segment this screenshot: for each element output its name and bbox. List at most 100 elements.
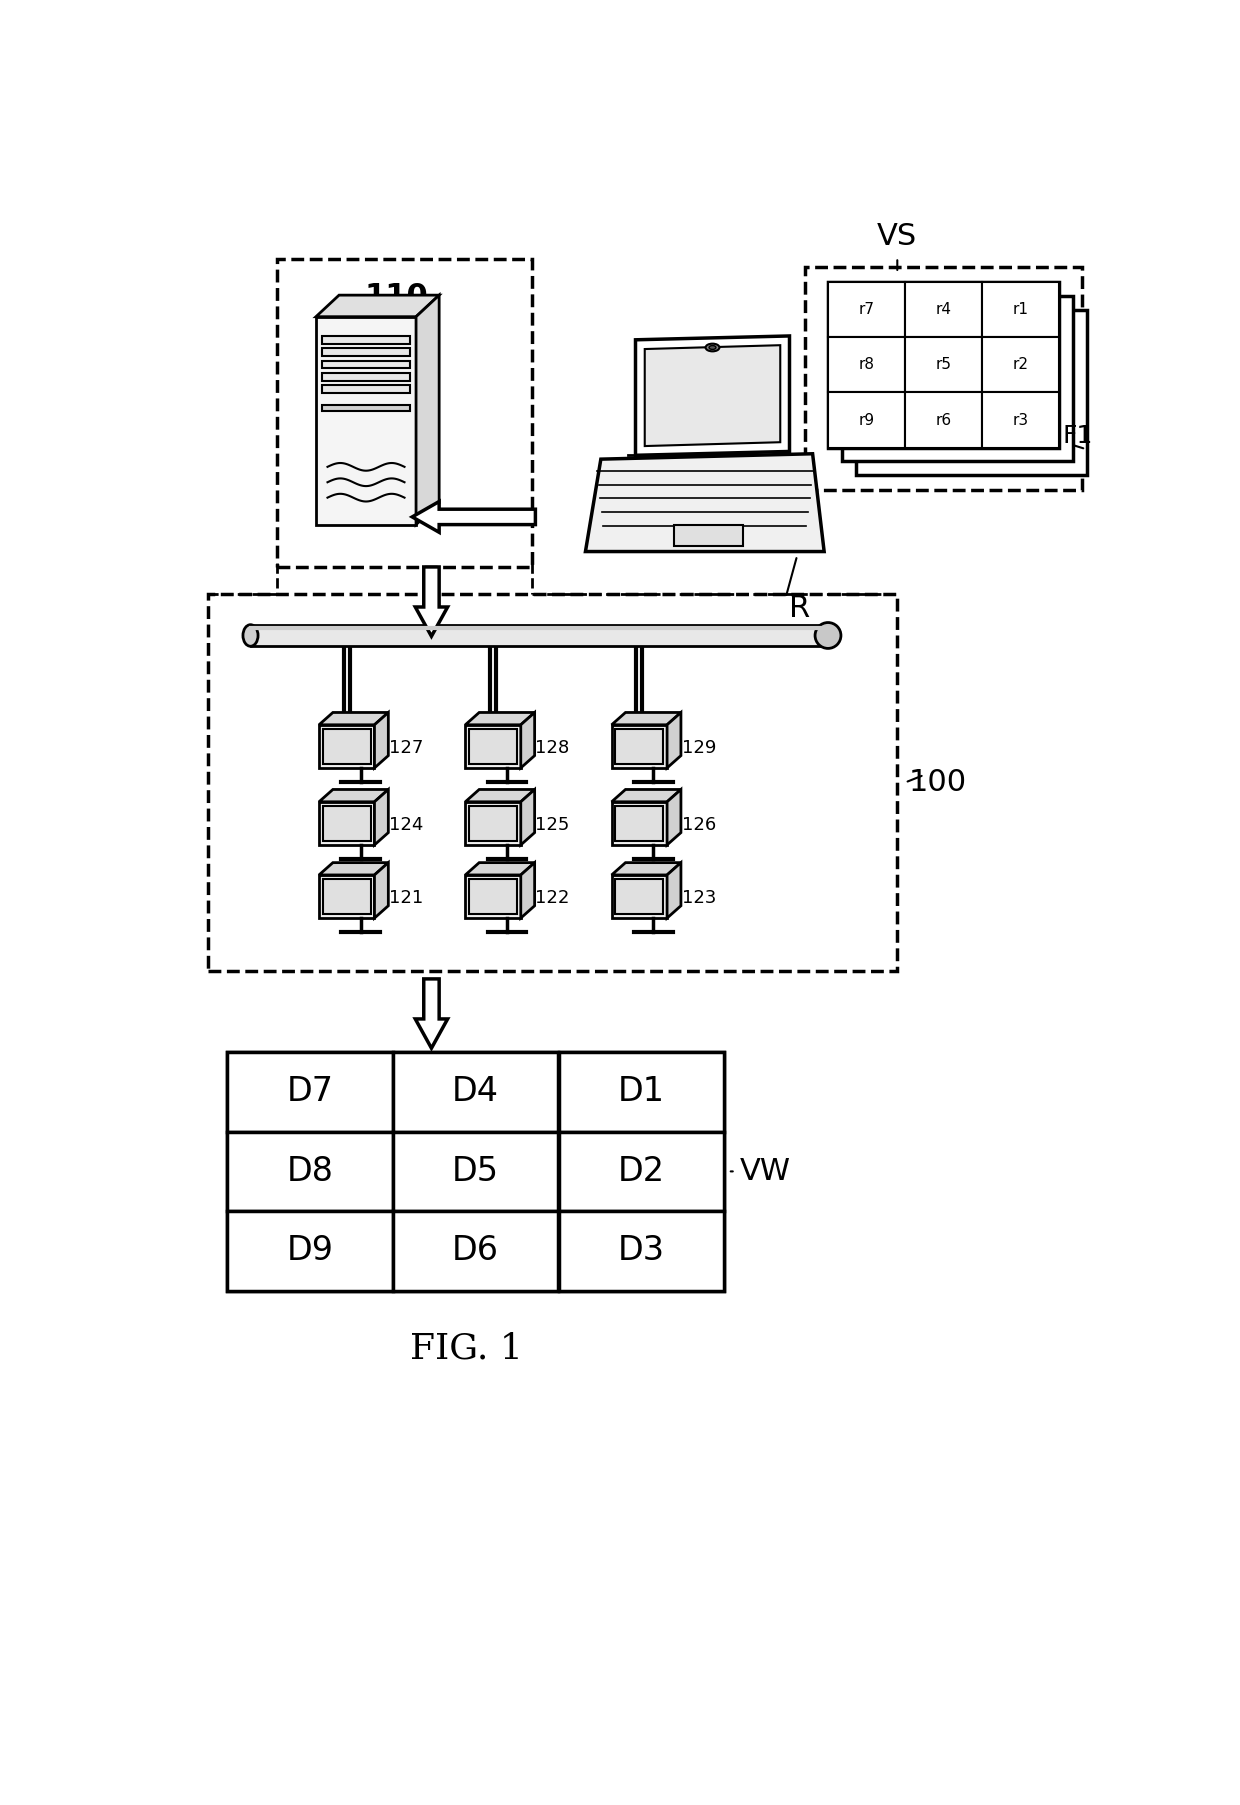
Text: 122: 122 — [525, 890, 569, 908]
Ellipse shape — [243, 625, 258, 646]
Text: r9: r9 — [858, 413, 874, 428]
Text: D3: D3 — [618, 1235, 665, 1267]
Polygon shape — [611, 863, 681, 875]
Bar — [842, 296, 1073, 462]
Polygon shape — [412, 502, 536, 532]
Bar — [615, 805, 663, 841]
Polygon shape — [585, 453, 825, 552]
Bar — [828, 392, 905, 448]
Bar — [469, 805, 517, 841]
Polygon shape — [521, 713, 534, 767]
Bar — [615, 729, 663, 764]
Polygon shape — [465, 789, 534, 801]
Bar — [227, 1211, 393, 1291]
Bar — [322, 336, 410, 343]
Text: r4: r4 — [935, 301, 951, 318]
Bar — [828, 282, 905, 338]
Bar — [322, 374, 410, 381]
Polygon shape — [415, 567, 448, 635]
Text: r6: r6 — [935, 413, 951, 428]
Text: 129: 129 — [671, 738, 715, 756]
Text: 128: 128 — [525, 738, 569, 756]
Bar — [611, 801, 667, 845]
Polygon shape — [374, 789, 388, 845]
Text: R: R — [790, 594, 811, 623]
Text: D1: D1 — [618, 1076, 665, 1108]
Bar — [905, 338, 982, 392]
Text: 126: 126 — [671, 816, 715, 834]
Bar — [982, 392, 1059, 448]
Bar — [611, 875, 667, 919]
Polygon shape — [465, 713, 534, 726]
Text: r5: r5 — [935, 357, 951, 372]
Bar — [393, 1211, 558, 1291]
Bar — [322, 361, 410, 368]
Bar — [805, 267, 1083, 489]
Text: 124: 124 — [378, 816, 424, 834]
Bar — [319, 801, 374, 845]
Text: 123: 123 — [671, 890, 715, 908]
Polygon shape — [611, 713, 681, 726]
Polygon shape — [316, 296, 439, 316]
Text: D8: D8 — [286, 1155, 334, 1188]
Polygon shape — [415, 978, 448, 1049]
Bar — [319, 726, 374, 767]
Bar — [278, 258, 532, 567]
Text: D2: D2 — [618, 1155, 665, 1188]
Bar — [316, 316, 417, 525]
Text: 127: 127 — [378, 738, 424, 756]
Bar — [828, 338, 905, 392]
Bar — [675, 525, 743, 547]
Bar — [465, 875, 521, 919]
Text: D4: D4 — [453, 1076, 500, 1108]
Bar — [558, 1132, 724, 1211]
Text: D6: D6 — [453, 1235, 500, 1267]
Bar — [828, 282, 1059, 448]
Bar — [322, 348, 410, 356]
Ellipse shape — [706, 343, 719, 352]
Bar — [465, 801, 521, 845]
Text: r7: r7 — [858, 301, 874, 318]
Text: r8: r8 — [858, 357, 874, 372]
Text: r3: r3 — [1012, 413, 1028, 428]
Bar — [322, 384, 410, 393]
Polygon shape — [417, 296, 439, 525]
Bar — [982, 282, 1059, 338]
Polygon shape — [319, 863, 388, 875]
Polygon shape — [374, 713, 388, 767]
Bar — [322, 879, 371, 913]
Polygon shape — [645, 345, 780, 446]
Text: 125: 125 — [525, 816, 569, 834]
Text: VS: VS — [877, 222, 918, 251]
Bar — [905, 392, 982, 448]
Bar — [322, 729, 371, 764]
Bar — [611, 726, 667, 767]
Ellipse shape — [815, 623, 841, 648]
Bar — [615, 879, 663, 913]
Polygon shape — [667, 789, 681, 845]
Bar — [208, 594, 898, 971]
Text: 110: 110 — [365, 282, 429, 310]
Bar — [856, 310, 1086, 475]
Bar — [319, 875, 374, 919]
Bar — [558, 1052, 724, 1132]
Ellipse shape — [709, 345, 715, 350]
Text: D5: D5 — [453, 1155, 500, 1188]
Polygon shape — [465, 863, 534, 875]
Polygon shape — [667, 863, 681, 919]
Text: FIG. 1: FIG. 1 — [409, 1332, 522, 1366]
Bar — [250, 625, 828, 646]
Text: r1: r1 — [1013, 301, 1028, 318]
Bar — [558, 1211, 724, 1291]
Bar — [905, 282, 982, 338]
Text: D9: D9 — [286, 1235, 334, 1267]
Text: VW: VW — [739, 1157, 790, 1186]
Polygon shape — [611, 789, 681, 801]
Text: r2: r2 — [1013, 357, 1028, 372]
Polygon shape — [319, 713, 388, 726]
Bar — [227, 1052, 393, 1132]
Bar — [469, 729, 517, 764]
Bar — [982, 338, 1059, 392]
Polygon shape — [667, 713, 681, 767]
Bar — [465, 726, 521, 767]
